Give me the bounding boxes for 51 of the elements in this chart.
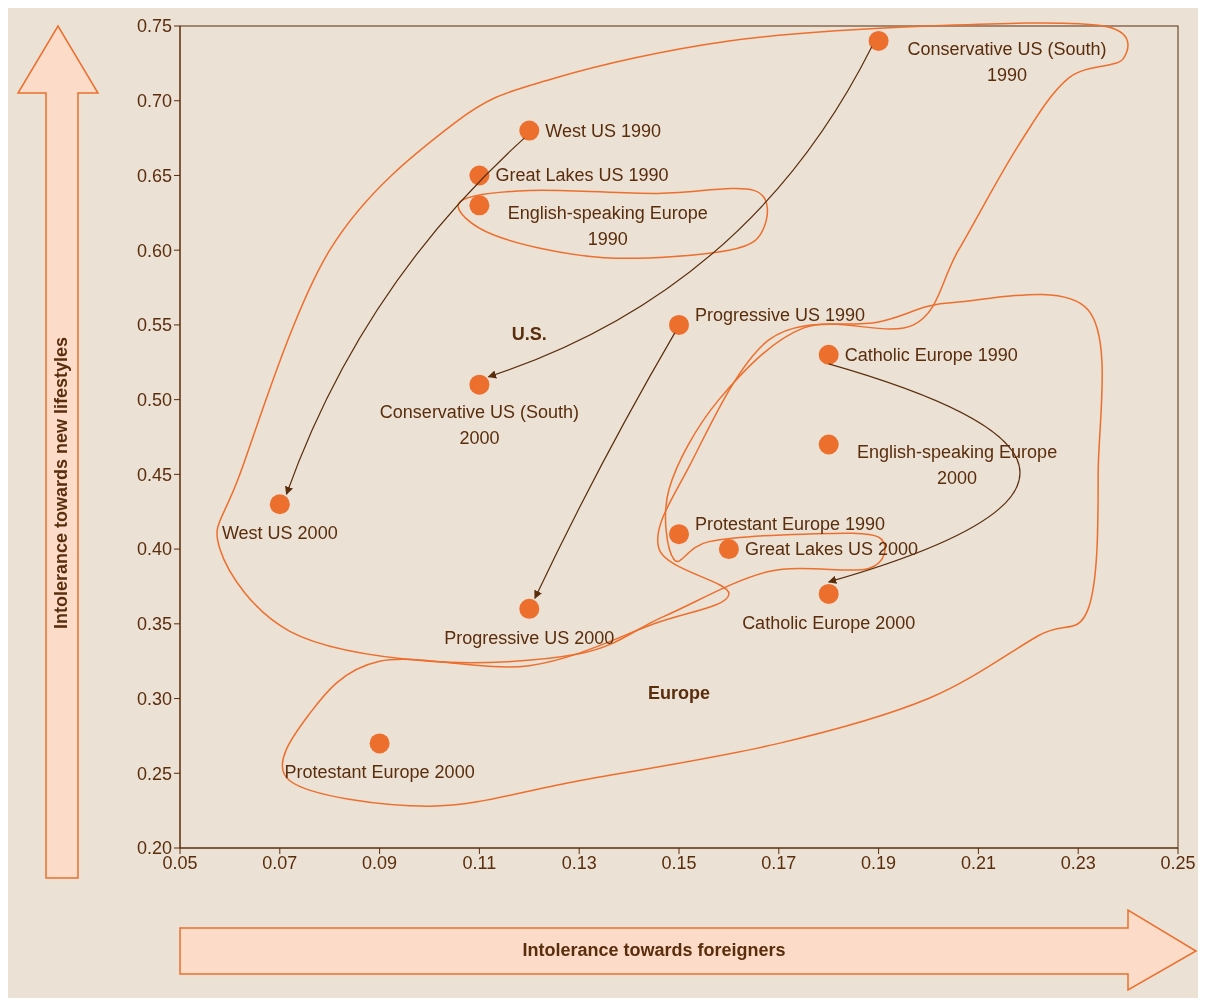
y-tick-label: 0.70 xyxy=(136,91,172,112)
y-tick-label: 0.45 xyxy=(136,464,172,485)
x-tick-label: 0.25 xyxy=(1160,852,1196,873)
annotation: Great Lakes US 1990 xyxy=(495,165,669,186)
x-tick-label: 0.13 xyxy=(561,852,597,873)
point xyxy=(718,539,739,560)
point xyxy=(818,434,839,455)
annotation: Catholic Europe 1990 xyxy=(844,344,1018,365)
annotation: Protestant Europe 2000 xyxy=(284,762,475,783)
point xyxy=(868,30,889,51)
annotation: Protestant Europe 1990 xyxy=(695,514,886,535)
annotation: Progressive US 1990 xyxy=(695,304,866,325)
annotation: Conservative US (South) 2000 xyxy=(379,401,579,448)
y-tick-label: 0.50 xyxy=(136,390,172,411)
y-axis-title: Intolerance towards new lifestyles xyxy=(50,336,71,630)
point xyxy=(519,598,540,619)
x-tick-label: 0.23 xyxy=(1060,852,1096,873)
y-tick-label: 0.65 xyxy=(136,165,172,186)
x-tick-label: 0.19 xyxy=(861,852,897,873)
annotation: West US 2000 xyxy=(221,523,338,544)
annotation: Catholic Europe 2000 xyxy=(742,612,916,633)
x-tick-label: 0.07 xyxy=(262,852,298,873)
y-tick-label: 0.75 xyxy=(136,16,172,37)
y-tick-label: 0.40 xyxy=(136,539,172,560)
annotation: Europe xyxy=(647,682,711,703)
x-tick-label: 0.15 xyxy=(661,852,697,873)
point xyxy=(818,344,839,365)
point xyxy=(669,314,689,335)
annotation: U.S. xyxy=(511,323,547,344)
annotation: Progressive US 2000 xyxy=(444,627,615,648)
x-tick-label: 0.09 xyxy=(362,852,398,873)
point xyxy=(269,494,290,515)
y-tick-label: 0.25 xyxy=(136,763,172,784)
y-tick-label: 0.60 xyxy=(136,240,172,261)
annotation: English-speaking Europe 1990 xyxy=(507,203,708,250)
x-tick-label: 0.17 xyxy=(761,852,797,873)
x-axis-title: Intolerance towards foreigners xyxy=(522,939,786,960)
annotation: Conservative US (South) 1990 xyxy=(907,38,1107,85)
point xyxy=(469,165,490,186)
point xyxy=(519,120,540,141)
point xyxy=(469,374,490,395)
point xyxy=(818,583,839,604)
point xyxy=(469,195,490,216)
annotation: West US 1990 xyxy=(545,120,662,141)
point xyxy=(369,733,390,754)
x-tick-label: 0.21 xyxy=(960,852,996,873)
x-tick-label: 0.11 xyxy=(462,852,497,873)
y-tick-label: 0.30 xyxy=(136,688,172,709)
y-tick-label: 0.35 xyxy=(136,614,172,635)
y-tick-label: 0.55 xyxy=(136,315,172,336)
point xyxy=(669,524,689,545)
